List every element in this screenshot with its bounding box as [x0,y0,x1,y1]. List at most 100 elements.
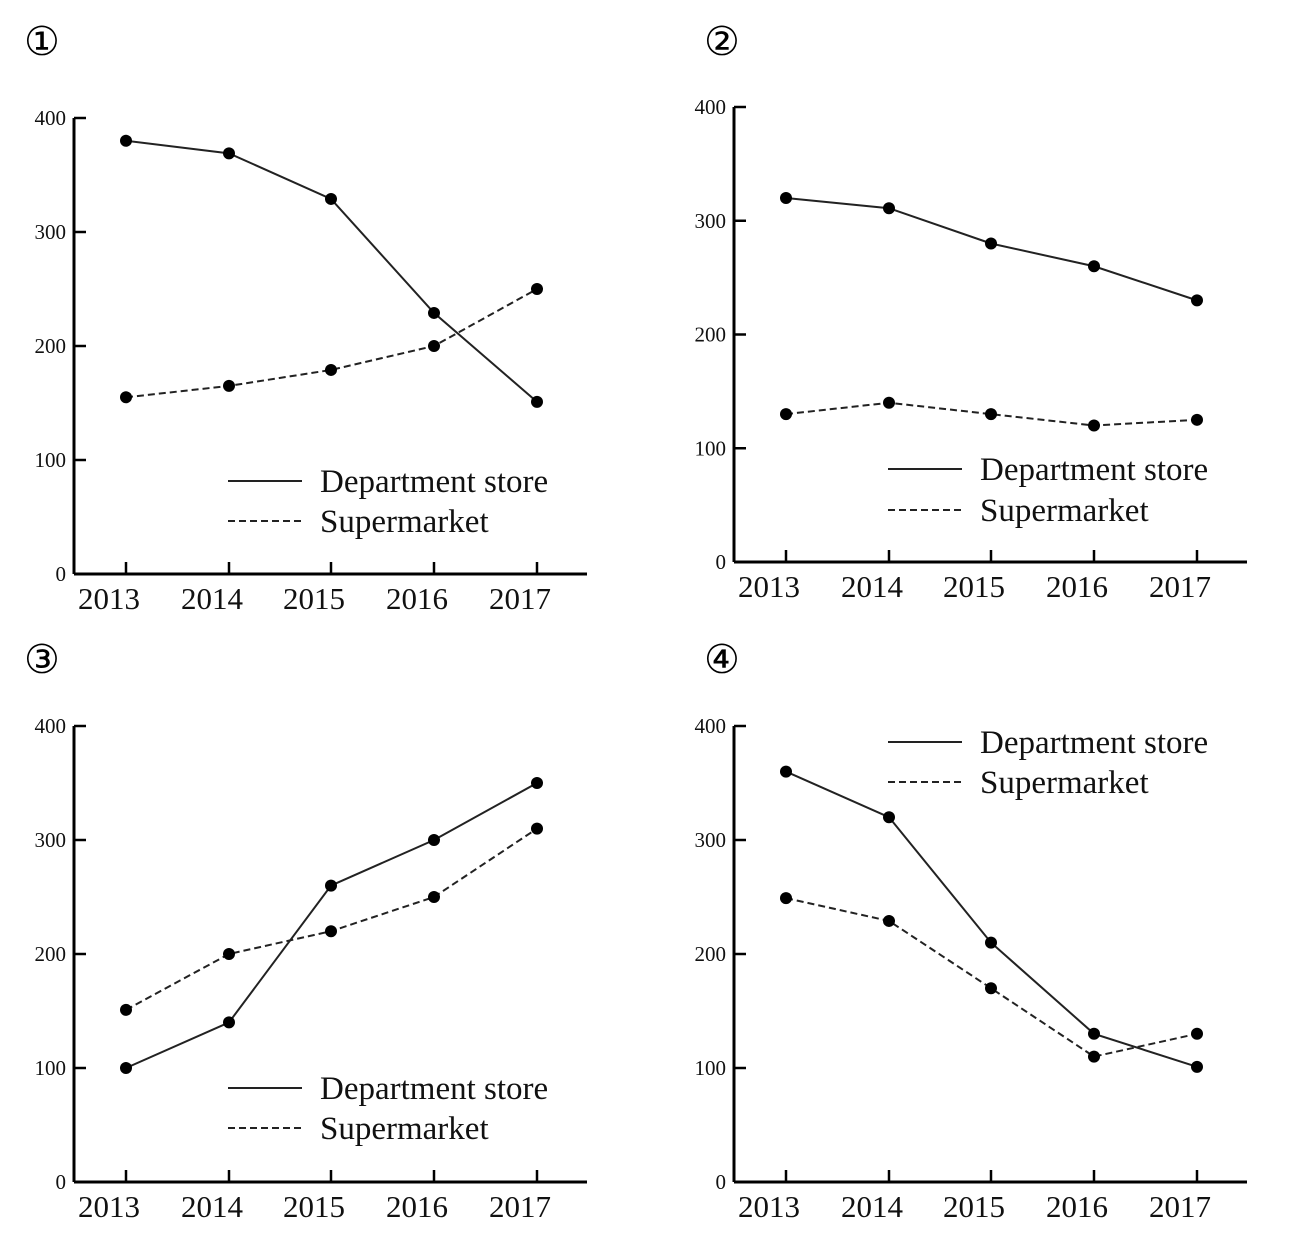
supermarket-line [125,288,538,399]
y-tick-label: 0 [56,1170,67,1194]
supermarket-point [428,891,440,903]
x-tick-label: 2013 [738,569,800,604]
x-tick-label: 2016 [386,581,448,616]
supermarket-point [428,340,440,352]
chart-panel-1: ① 0 100 200 300 400 2013 2014 2015 2016 2017 Depar… [0,0,646,626]
department-store-point [1191,1060,1203,1073]
legend-label: Department store [320,464,548,500]
y-tick-label: 200 [35,942,67,966]
y-tick-label: 300 [35,828,67,852]
x-tick-label: 2014 [841,1189,904,1224]
y-tick-label: 200 [695,942,727,966]
department-store-point [223,1016,235,1029]
x-tick-label: 2017 [1149,569,1211,604]
supermarket-point [780,408,792,421]
legend-label: Supermarket [320,1111,489,1147]
department-store-point [1088,260,1100,273]
department-store-point [883,202,895,215]
department-store-point [1088,1027,1100,1040]
department-store-point [120,134,132,147]
supermarket-point [223,948,235,960]
department-store-point [223,147,235,160]
y-tick-label: 100 [35,1056,67,1080]
supermarket-point [985,408,997,421]
y-tick-label: 200 [695,323,727,347]
department-store-line [785,770,1198,1068]
chart-panel-3: ③ 0 100 200 300 400 2013 2014 2015 2016 2017 Depar… [0,618,646,1244]
x-tick-label: 2014 [841,569,904,604]
y-tick-label: 200 [35,334,67,358]
y-tick-label: 0 [716,550,727,574]
supermarket-point [1088,1050,1100,1063]
x-tick-label: 2015 [283,581,345,616]
y-tick-label: 100 [695,1056,727,1080]
department-store-point [985,936,997,949]
legend-label: Supermarket [980,493,1149,529]
supermarket-line [785,897,1198,1058]
x-tick-label: 2013 [78,581,140,616]
panel-label: ① [24,19,60,65]
panel-label: ④ [704,637,740,683]
department-store-point [780,192,792,204]
y-tick-label: 300 [695,209,727,233]
x-tick-label: 2017 [1149,1189,1211,1224]
y-tick-label: 400 [35,714,67,738]
department-store-line [125,139,538,403]
department-store-point [325,192,337,205]
supermarket-point [985,982,997,995]
x-tick-label: 2014 [181,1189,244,1224]
line-chart-3: 0 100 200 300 400 2013 2014 2015 2016 2017 Departm… [35,714,587,1224]
supermarket-point [531,283,543,295]
y-tick-label: 100 [35,448,67,472]
department-store-point [428,306,440,319]
supermarket-point [325,925,337,938]
y-tick-label: 0 [56,562,67,586]
department-store-point [531,777,543,789]
panel-label: ③ [24,637,60,683]
x-tick-label: 2016 [1046,569,1108,604]
department-store-point [120,1062,132,1074]
supermarket-point [120,1003,132,1016]
x-tick-label: 2017 [489,1189,551,1224]
chart-panel-4: ④ 0 100 200 300 400 2013 2014 2015 2016 2017 Depar… [660,618,1293,1244]
department-store-point [325,879,337,892]
department-store-point [883,811,895,824]
panel-label: ② [704,19,740,65]
x-tick-label: 2013 [738,1189,800,1224]
department-store-point [1191,294,1203,307]
supermarket-point [223,379,235,392]
y-tick-label: 400 [695,714,727,738]
supermarket-line [125,827,538,1011]
supermarket-point [883,914,895,927]
supermarket-point [120,391,132,404]
y-tick-label: 100 [695,436,727,460]
supermarket-point [1191,1027,1203,1040]
x-tick-label: 2015 [283,1189,345,1224]
legend-label: Department store [320,1071,548,1107]
supermarket-point [883,396,895,409]
y-tick-label: 300 [35,220,67,244]
y-tick-label: 300 [695,828,727,852]
legend-label: Supermarket [980,765,1149,801]
department-store-point [780,765,792,778]
x-tick-label: 2016 [386,1189,448,1224]
x-tick-label: 2014 [181,581,244,616]
x-tick-label: 2013 [78,1189,140,1224]
supermarket-point [325,363,337,376]
x-tick-label: 2015 [943,569,1005,604]
supermarket-point [1191,413,1203,426]
supermarket-line [785,401,1198,427]
supermarket-point [531,822,543,835]
legend-label: Department store [980,725,1208,761]
supermarket-point [1088,419,1100,432]
line-chart-4: 0 100 200 300 400 2013 2014 2015 2016 2017 Departm… [695,714,1247,1224]
supermarket-point [780,892,792,905]
legend-label: Department store [980,452,1208,488]
line-chart-2: 0 100 200 300 400 2013 2014 2015 2016 2017 Departm… [695,95,1247,604]
department-store-point [428,834,440,846]
y-tick-label: 0 [716,1170,727,1194]
y-tick-label: 400 [695,95,727,119]
x-tick-label: 2015 [943,1189,1005,1224]
x-tick-label: 2017 [489,581,551,616]
x-tick-label: 2016 [1046,1189,1108,1224]
